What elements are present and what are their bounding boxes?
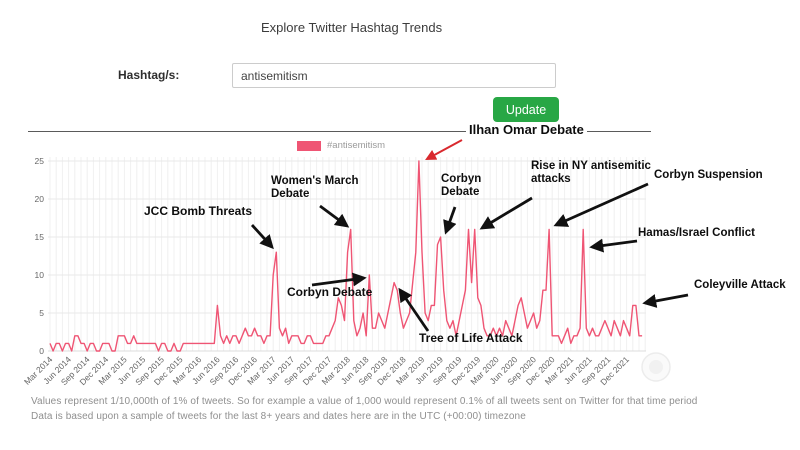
svg-text:0: 0 xyxy=(39,346,44,356)
annotation-tree-of-life: Tree of Life Attack xyxy=(419,331,523,345)
annotation-corbyn-debate-2018: Corbyn Debate xyxy=(287,285,373,299)
arrow-corbyn-debate-2018 xyxy=(311,272,367,287)
hashtag-input[interactable] xyxy=(232,63,556,88)
arrow-womens-march xyxy=(319,204,350,228)
arrow-jcc-bomb-threats xyxy=(250,224,274,250)
legend-item[interactable]: #antisemitism xyxy=(297,140,385,151)
annotation-ilhan-omar-debate: Ilhan Omar Debate xyxy=(466,122,587,138)
svg-text:20: 20 xyxy=(35,194,45,204)
annotation-hamas-israel: Hamas/Israel Conflict xyxy=(638,227,755,239)
legend-label: #antisemitism xyxy=(327,140,386,151)
arrow-ilhan-omar xyxy=(425,139,463,161)
svg-text:25: 25 xyxy=(35,156,45,166)
annotation-coleyville-attack: Coleyville Attack xyxy=(694,279,786,291)
trend-line xyxy=(49,160,643,352)
divider-line xyxy=(28,131,651,132)
watermark-logo xyxy=(641,352,671,382)
annotation-arrows xyxy=(250,139,689,332)
annotation-jcc-bomb-threats: JCC Bomb Threats xyxy=(144,204,253,218)
arrow-hamas-israel xyxy=(589,238,638,253)
arrow-tree-of-life xyxy=(398,287,430,332)
arrow-corbyn-debate-2019 xyxy=(443,206,457,235)
annotation-womens-march: Women's March Debate xyxy=(271,175,359,200)
legend-swatch-icon xyxy=(297,140,321,151)
arrow-rise-ny-attacks xyxy=(479,196,533,230)
page-title: Explore Twitter Hashtag Trends xyxy=(261,20,443,35)
update-button[interactable]: Update xyxy=(493,97,559,122)
annotation-corbyn-suspension: Corbyn Suspension xyxy=(654,169,763,181)
footnote-line-2: Data is based upon a sample of tweets fo… xyxy=(31,411,526,422)
hashtag-label: Hashtag/s: xyxy=(118,68,180,82)
gridlines xyxy=(48,157,646,352)
svg-text:15: 15 xyxy=(35,232,45,242)
annotation-corbyn-debate-2019: Corbyn Debate xyxy=(441,173,482,198)
footnote-line-1: Values represent 1/10,000th of 1% of twe… xyxy=(31,396,698,407)
annotation-rise-ny-attacks: Rise in NY antisemitic attacks xyxy=(531,160,651,185)
arrow-corbyn-suspension xyxy=(553,182,649,227)
svg-text:5: 5 xyxy=(39,308,44,318)
svg-text:10: 10 xyxy=(35,270,45,280)
arrow-coleyville xyxy=(642,293,689,308)
chart-line-group xyxy=(49,160,643,352)
